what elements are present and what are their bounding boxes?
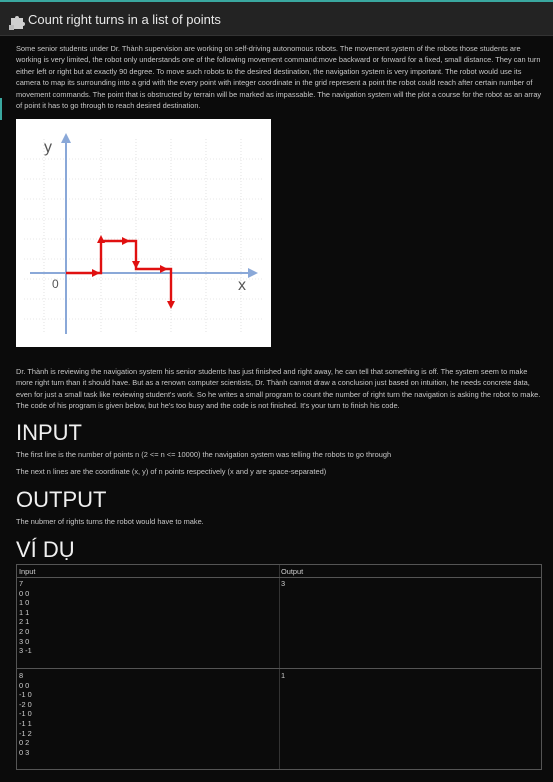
input-line-2: The next n lines are the coordinate (x, … xyxy=(16,467,326,476)
input-line-1: The first line is the number of points n… xyxy=(16,450,391,459)
description-block: Dr. Thành is reviewing the navigation sy… xyxy=(16,366,544,412)
row-divider xyxy=(17,668,541,669)
example-2-input: 8 0 0 -1 0 -2 0 -1 0 -1 1 -1 2 0 2 0 3 xyxy=(19,671,32,757)
y-axis-label: y xyxy=(44,139,52,156)
output-heading: OUTPUT xyxy=(16,487,106,513)
title-bar: Count right turns in a list of points xyxy=(0,0,553,36)
column-header-input: Input xyxy=(19,567,35,576)
origin-label: 0 xyxy=(52,277,59,291)
intro-paragraph: Some senior students under Dr. Thành sup… xyxy=(16,43,544,111)
example-1-input: 7 0 0 1 0 1 1 2 1 2 0 3 0 3 -1 xyxy=(19,579,32,656)
description-paragraph: Dr. Thành is reviewing the navigation sy… xyxy=(16,366,544,412)
page-title: Count right turns in a list of points xyxy=(28,12,221,27)
input-heading: INPUT xyxy=(16,420,82,446)
intro-block: Some senior students under Dr. Thành sup… xyxy=(16,43,544,111)
scroll-indicator xyxy=(0,98,2,120)
header-divider xyxy=(17,577,541,578)
x-axis-label: x xyxy=(238,277,246,294)
column-divider xyxy=(279,565,280,769)
grid-path-illustration: y x 0 xyxy=(16,119,271,347)
grid-figure: y x 0 xyxy=(16,119,271,347)
output-line-1: The nubmer of rights turns the robot wou… xyxy=(16,517,204,526)
puzzle-icon xyxy=(8,11,28,31)
column-header-output: Output xyxy=(281,567,303,576)
example-heading: VÍ DỤ xyxy=(16,537,75,563)
example-1-output: 3 xyxy=(281,579,285,589)
example-2-output: 1 xyxy=(281,671,285,681)
example-table: Input Output 7 0 0 1 0 1 1 2 1 2 0 3 0 3… xyxy=(16,564,542,770)
